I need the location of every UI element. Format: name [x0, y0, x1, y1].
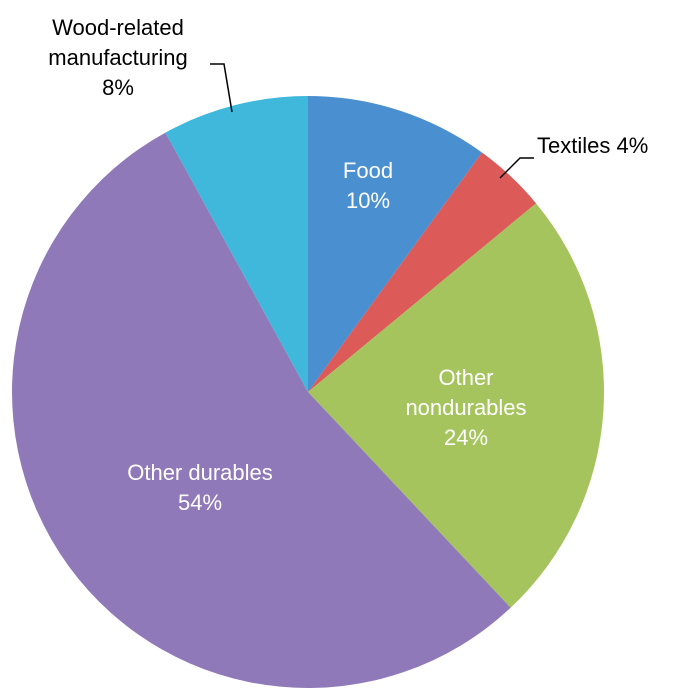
- slice-label: Other durables 54%: [100, 458, 300, 518]
- value-label: 8%: [102, 75, 134, 100]
- pie-slice: [308, 96, 482, 392]
- slice-label: Wood-related manufacturing 8%: [23, 13, 213, 103]
- slice-label: Other nondurables 24%: [396, 363, 536, 453]
- category-label: Textiles: [537, 133, 611, 158]
- slice-label: Food 10%: [308, 156, 428, 216]
- category-label: Other durables: [127, 460, 273, 485]
- pie-slice: [12, 132, 511, 688]
- value-label: 4%: [616, 133, 649, 158]
- leader-line: [210, 63, 233, 113]
- category-label: Wood-related manufacturing: [48, 15, 188, 70]
- value-label: 24%: [443, 425, 489, 450]
- category-label: Food: [342, 158, 394, 183]
- value-label: 54%: [177, 490, 223, 515]
- slice-label: Textiles 4%: [537, 131, 697, 161]
- pie-slice: [308, 152, 537, 392]
- leader-line: [499, 157, 534, 179]
- pie-slice: [165, 96, 308, 392]
- value-label: 10%: [345, 188, 391, 213]
- pie-slice: [308, 203, 604, 608]
- category-label: Other nondurables: [405, 365, 527, 420]
